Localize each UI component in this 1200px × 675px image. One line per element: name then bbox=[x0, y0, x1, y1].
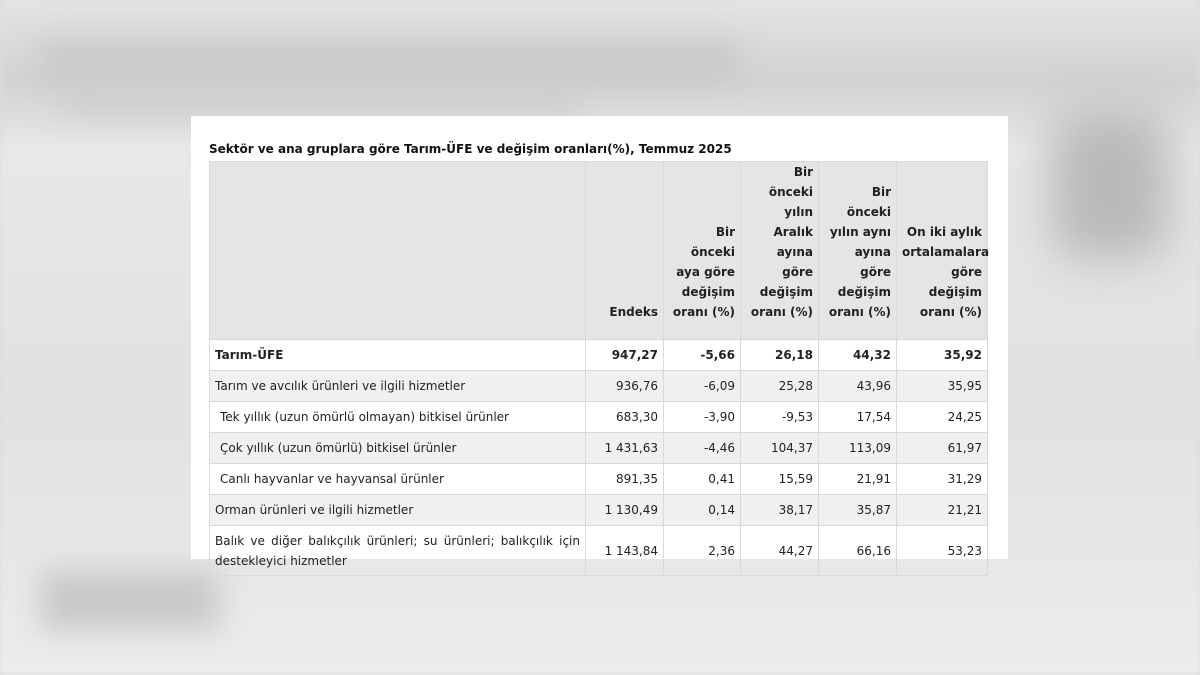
cell-endeks: 1 130,49 bbox=[585, 494, 664, 526]
row-label: Balık ve diğer balıkçılık ürünleri; su ü… bbox=[209, 525, 586, 576]
table-row: Balık ve diğer balıkçılık ürünleri; su ü… bbox=[209, 525, 988, 576]
table-row: Çok yıllık (uzun ömürlü) bitkisel ürünle… bbox=[209, 432, 988, 464]
cell-aylik: 2,36 bbox=[663, 525, 741, 576]
table-card: Sektör ve ana gruplara göre Tarım-ÜFE ve… bbox=[191, 116, 1008, 576]
cell-endeks: 683,30 bbox=[585, 401, 664, 433]
cell-endeks: 947,27 bbox=[585, 339, 664, 371]
tarim-ufe-table: Endeks Bir önceki aya göre değişim oranı… bbox=[209, 161, 989, 576]
cell-yillik: 35,87 bbox=[818, 494, 897, 526]
cell-aylik: 0,14 bbox=[663, 494, 741, 526]
cell-endeks: 891,35 bbox=[585, 463, 664, 495]
row-label: Çok yıllık (uzun ömürlü) bitkisel ürünle… bbox=[209, 432, 586, 464]
cell-ortalama: 35,95 bbox=[896, 370, 988, 402]
header-aylik: Bir önceki aya göre değişim oranı (%) bbox=[663, 161, 741, 340]
blurred-footer-shape bbox=[40, 570, 220, 630]
cell-yillik: 43,96 bbox=[818, 370, 897, 402]
cell-yillik: 44,32 bbox=[818, 339, 897, 371]
blurred-text-line bbox=[60, 95, 580, 113]
blurred-header-bar bbox=[40, 40, 740, 80]
row-label: Canlı hayvanlar ve hayvansal ürünler bbox=[209, 463, 586, 495]
cell-aralik: 104,37 bbox=[740, 432, 819, 464]
table-row: Tarım ve avcılık ürünleri ve ilgili hizm… bbox=[209, 370, 988, 402]
header-aralik: Bir önceki yılın Aralık ayına göre değiş… bbox=[740, 161, 819, 340]
cell-aralik: 25,28 bbox=[740, 370, 819, 402]
table-row: Tarım-ÜFE 947,27 -5,66 26,18 44,32 35,92 bbox=[209, 339, 988, 371]
header-yillik: Bir önceki yılın aynı ayına göre değişim… bbox=[818, 161, 897, 340]
cell-yillik: 66,16 bbox=[818, 525, 897, 576]
cell-yillik: 113,09 bbox=[818, 432, 897, 464]
cell-endeks: 1 431,63 bbox=[585, 432, 664, 464]
cell-ortalama: 35,92 bbox=[896, 339, 988, 371]
row-label: Orman ürünleri ve ilgili hizmetler bbox=[209, 494, 586, 526]
cell-yillik: 21,91 bbox=[818, 463, 897, 495]
table-row: Canlı hayvanlar ve hayvansal ürünler 891… bbox=[209, 463, 988, 495]
cell-ortalama: 61,97 bbox=[896, 432, 988, 464]
table-row: Tek yıllık (uzun ömürlü olmayan) bitkise… bbox=[209, 401, 988, 433]
header-label bbox=[209, 161, 586, 340]
cell-aralik: 38,17 bbox=[740, 494, 819, 526]
cell-aralik: -9,53 bbox=[740, 401, 819, 433]
header-ortalama: On iki aylık ortalamalara göre değişim o… bbox=[896, 161, 989, 340]
cell-ortalama: 21,21 bbox=[896, 494, 988, 526]
table-header-row: Endeks Bir önceki aya göre değişim oranı… bbox=[209, 161, 989, 340]
table-row: Orman ürünleri ve ilgili hizmetler 1 130… bbox=[209, 494, 988, 526]
blurred-side-shape bbox=[1050, 110, 1170, 260]
cell-aralik: 15,59 bbox=[740, 463, 819, 495]
row-label: Tarım ve avcılık ürünleri ve ilgili hizm… bbox=[209, 370, 586, 402]
cell-aralik: 44,27 bbox=[740, 525, 819, 576]
header-endeks: Endeks bbox=[585, 161, 664, 340]
cell-ortalama: 31,29 bbox=[896, 463, 988, 495]
cell-aylik: -4,46 bbox=[663, 432, 741, 464]
cell-yillik: 17,54 bbox=[818, 401, 897, 433]
cell-endeks: 936,76 bbox=[585, 370, 664, 402]
cell-ortalama: 53,23 bbox=[896, 525, 988, 576]
cell-aralik: 26,18 bbox=[740, 339, 819, 371]
cell-aylik: -6,09 bbox=[663, 370, 741, 402]
table-title: Sektör ve ana gruplara göre Tarım-ÜFE ve… bbox=[209, 142, 732, 156]
cell-aylik: 0,41 bbox=[663, 463, 741, 495]
cell-aylik: -3,90 bbox=[663, 401, 741, 433]
row-label: Tarım-ÜFE bbox=[209, 339, 586, 371]
cell-ortalama: 24,25 bbox=[896, 401, 988, 433]
row-label: Tek yıllık (uzun ömürlü olmayan) bitkise… bbox=[209, 401, 586, 433]
cell-aylik: -5,66 bbox=[663, 339, 741, 371]
cell-endeks: 1 143,84 bbox=[585, 525, 664, 576]
